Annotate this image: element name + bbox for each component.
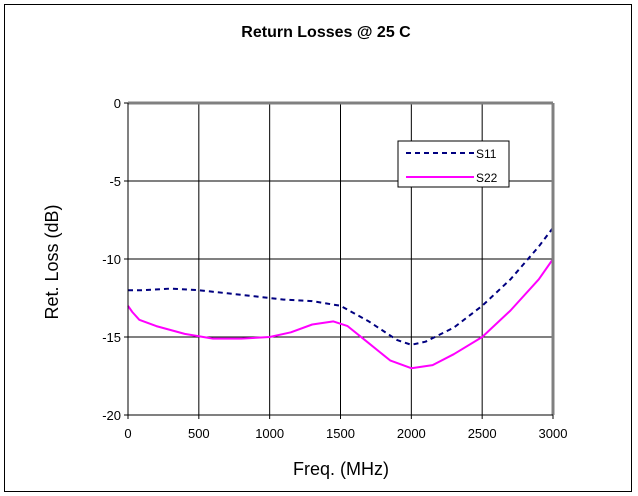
chart-frame: Return Losses @ 25 C 0 500 1000 1500 2000 250…: [4, 4, 632, 492]
x-tick-label: 1000: [255, 426, 284, 441]
x-axis-label: Freq. (MHz): [293, 459, 389, 479]
x-tick-label: 2500: [468, 426, 497, 441]
x-tick-label: 1500: [326, 426, 355, 441]
legend-box: [397, 140, 510, 188]
y-tick-label: 0: [114, 96, 121, 111]
y-tick-label: -10: [102, 252, 121, 267]
chart-title: Return Losses @ 25 C: [241, 24, 411, 41]
x-tick-label: 0: [124, 426, 131, 441]
legend-label-s22: S22: [476, 171, 498, 185]
y-tick-label: -5: [109, 174, 121, 189]
x-tick-label: 3000: [539, 426, 568, 441]
x-tick-label: 2000: [397, 426, 426, 441]
series-line-s11: [128, 227, 554, 346]
x-tick-label: 500: [188, 426, 210, 441]
legend-label-s11: S11: [476, 147, 497, 161]
y-tick-label: -20: [102, 408, 121, 423]
series-line-s22: [127, 258, 554, 370]
y-tick-label: -15: [102, 330, 121, 345]
y-axis-label: Ret. Loss (dB): [42, 204, 62, 319]
line-chart: Return Losses @ 25 C 0 500 1000 1500 2000 250…: [42, 24, 568, 479]
